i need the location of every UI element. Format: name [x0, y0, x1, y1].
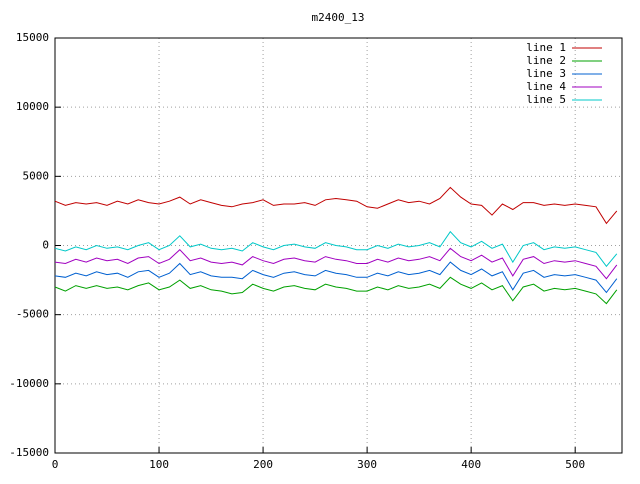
y-tick-label: -15000: [9, 446, 49, 459]
x-tick-label: 100: [149, 458, 169, 471]
y-tick-label: 5000: [23, 169, 50, 182]
y-tick-label: 0: [42, 239, 49, 252]
y-tick-label: 15000: [16, 31, 49, 44]
y-tick-label: -10000: [9, 377, 49, 390]
plot-frame: [54, 37, 623, 454]
y-tick-label: -5000: [16, 308, 49, 321]
x-tick-label: 200: [253, 458, 273, 471]
legend-label: line 1: [526, 41, 566, 54]
legend-label: line 5: [526, 93, 566, 106]
chart-title: m2400_13: [312, 11, 365, 24]
legend-label: line 2: [526, 54, 566, 67]
y-tick-label: 10000: [16, 100, 49, 113]
series-line: [54, 276, 618, 305]
series-line: [54, 247, 618, 280]
series-line: [54, 230, 618, 268]
series-line: [54, 261, 618, 294]
x-tick-label: 500: [565, 458, 585, 471]
legend-label: line 4: [526, 80, 566, 93]
x-tick-label: 400: [461, 458, 481, 471]
legend-label: line 3: [526, 67, 566, 80]
x-tick-label: 300: [357, 458, 377, 471]
x-tick-label: 0: [52, 458, 59, 471]
series-line: [54, 186, 618, 225]
